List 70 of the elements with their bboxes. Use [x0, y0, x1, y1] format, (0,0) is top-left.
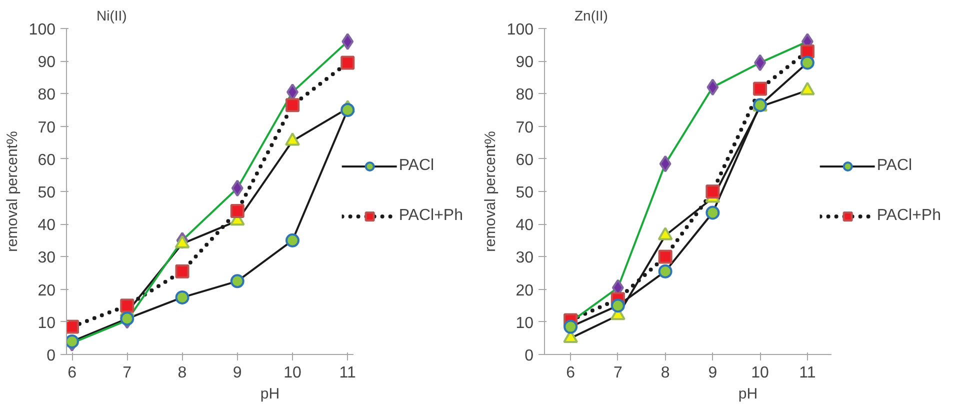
y-tick-label: 100	[506, 22, 534, 38]
x-axis-title: pH	[738, 386, 758, 402]
x-tick-label: 11	[799, 364, 816, 382]
y-tick-label: 30	[516, 250, 534, 267]
y-tick-label: 40	[38, 217, 56, 234]
y-tick-label: 60	[38, 152, 56, 169]
x-axis-title: pH	[260, 386, 280, 402]
point	[175, 290, 190, 304]
y-tick-label: 40	[516, 217, 534, 234]
point	[658, 250, 672, 264]
y-tick-label: 50	[516, 184, 534, 202]
y-tick-label: 100	[28, 22, 56, 38]
point	[659, 155, 672, 172]
y-tick-label: 90	[38, 54, 56, 72]
chart-title: Zn(II)	[574, 8, 608, 24]
y-tick-label: 80	[516, 86, 534, 104]
y-tick-label: 90	[516, 54, 534, 72]
x-tick-label: 6	[566, 364, 576, 382]
y-axis-title: removal percent%	[4, 131, 21, 252]
point	[610, 298, 625, 313]
point	[175, 264, 190, 278]
point	[342, 33, 354, 50]
point	[285, 233, 300, 248]
y-tick-label: 70	[516, 119, 534, 136]
y-axis-title: removal percent%	[482, 131, 499, 252]
point	[285, 98, 300, 112]
point	[120, 298, 134, 313]
x-tick-label: 9	[232, 364, 242, 382]
legend-label: PACl+Ph	[398, 207, 463, 225]
point	[120, 312, 134, 326]
x-tick-label: 10	[751, 364, 770, 382]
x-tick-label: 9	[708, 364, 718, 382]
y-tick-label: 30	[38, 250, 56, 267]
point	[706, 206, 720, 220]
point	[340, 103, 355, 117]
point	[754, 54, 766, 72]
legend-label: PACl	[398, 157, 434, 175]
point	[66, 334, 80, 348]
x-tick-label: 8	[178, 364, 187, 382]
y-tick-label: 60	[516, 152, 534, 169]
point	[230, 274, 244, 288]
point	[658, 264, 672, 278]
y-tick-label: 70	[38, 119, 56, 136]
y-tick-label: 10	[516, 314, 534, 332]
point	[753, 82, 768, 96]
y-tick-label: 0	[46, 348, 56, 364]
y-tick-label: 20	[516, 282, 534, 300]
point	[231, 180, 244, 197]
x-tick-label: 10	[284, 364, 302, 382]
x-tick-label: 7	[122, 364, 132, 382]
x-tick-label: 11	[339, 364, 356, 382]
y-tick-label: 0	[524, 348, 534, 364]
point	[340, 56, 355, 70]
legend-label: PACl	[876, 157, 912, 175]
x-tick-label: 8	[660, 364, 670, 382]
point	[800, 44, 814, 58]
y-tick-label: 20	[38, 282, 56, 300]
x-tick-label: 7	[613, 364, 622, 382]
y-tick-label: 80	[38, 86, 56, 104]
chart-title: Ni(II)	[96, 8, 127, 24]
point	[230, 204, 244, 218]
y-tick-label: 50	[38, 184, 56, 202]
point	[66, 320, 80, 334]
point	[564, 320, 578, 334]
legend-label: PACl+Ph	[876, 207, 941, 225]
y-tick-label: 10	[38, 314, 56, 332]
point	[800, 56, 814, 70]
point	[706, 184, 720, 198]
x-tick-label: 6	[68, 364, 77, 382]
point	[706, 78, 719, 96]
